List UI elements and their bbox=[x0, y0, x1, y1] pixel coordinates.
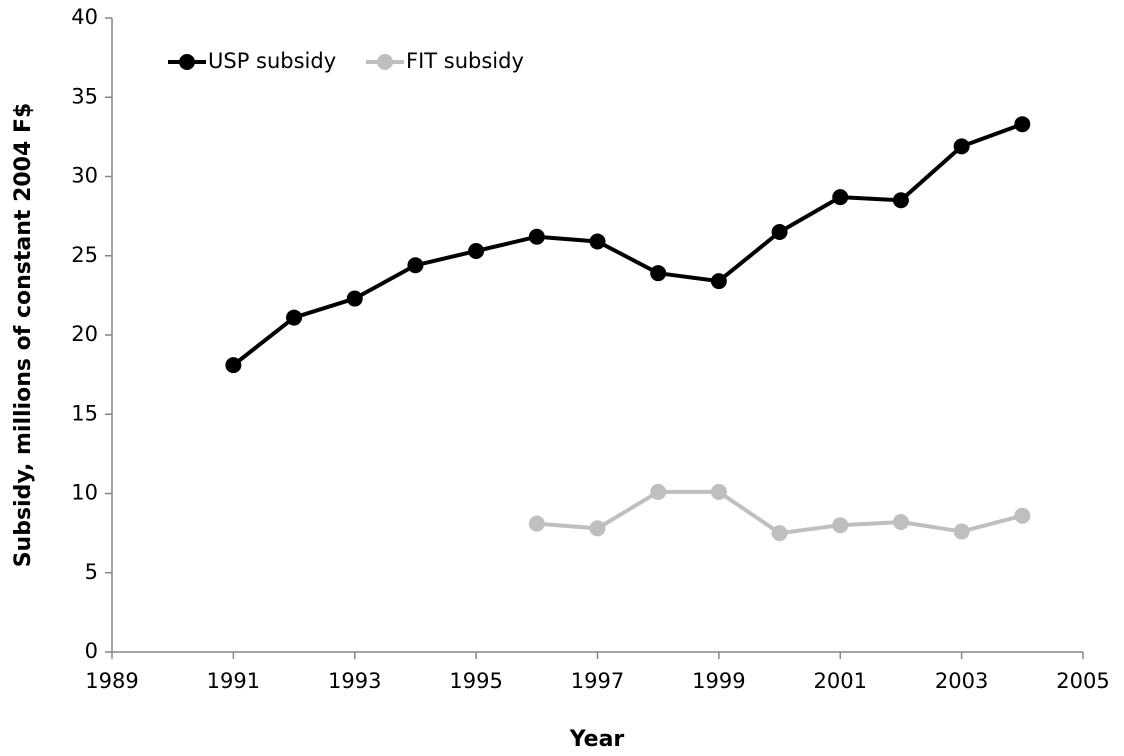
point bbox=[1014, 116, 1031, 133]
point bbox=[468, 242, 485, 259]
point bbox=[650, 265, 667, 282]
y-tick-label: 0 bbox=[85, 639, 98, 663]
point bbox=[892, 514, 909, 531]
point bbox=[832, 189, 849, 206]
x-tick-label: 2005 bbox=[1056, 669, 1109, 693]
y-tick-label: 10 bbox=[71, 481, 98, 505]
y-tick-label: 35 bbox=[71, 84, 98, 108]
y-tick-label: 5 bbox=[85, 560, 98, 584]
point bbox=[771, 525, 788, 542]
y-tick-label: 25 bbox=[71, 243, 98, 267]
x-tick-label: 1995 bbox=[449, 669, 502, 693]
x-axis-title: Year bbox=[569, 727, 625, 752]
x-tick-label: 1989 bbox=[85, 669, 138, 693]
series-line bbox=[232, 122, 1023, 367]
point bbox=[650, 483, 667, 500]
x-tick-label: 1997 bbox=[571, 669, 624, 693]
point bbox=[225, 357, 242, 374]
point bbox=[1014, 507, 1031, 524]
point bbox=[710, 273, 727, 290]
point bbox=[832, 517, 849, 534]
point bbox=[892, 192, 909, 209]
point bbox=[953, 523, 970, 540]
point bbox=[407, 257, 424, 274]
point bbox=[346, 290, 363, 307]
legend-marker bbox=[179, 54, 195, 70]
y-axis-title: Subsidy, millions of constant 2004 F$ bbox=[11, 103, 36, 568]
point bbox=[528, 515, 545, 532]
y-tick-label: 15 bbox=[71, 401, 98, 425]
point bbox=[589, 520, 606, 537]
point bbox=[771, 223, 788, 240]
x-tick-label: 2003 bbox=[935, 669, 988, 693]
point bbox=[589, 233, 606, 250]
legend-marker bbox=[377, 54, 393, 70]
x-tick-label: 2001 bbox=[814, 669, 867, 693]
x-tick-label: 1991 bbox=[207, 669, 260, 693]
y-tick-label: 30 bbox=[71, 164, 98, 188]
point bbox=[710, 483, 727, 500]
y-tick-label: 20 bbox=[71, 322, 98, 346]
point bbox=[953, 138, 970, 155]
x-tick-label: 1993 bbox=[328, 669, 381, 693]
legend-label: FIT subsidy bbox=[406, 49, 524, 73]
y-tick-label: 40 bbox=[71, 5, 98, 29]
point bbox=[286, 309, 303, 326]
x-tick-label: 1999 bbox=[692, 669, 745, 693]
legend-label: USP subsidy bbox=[208, 49, 336, 73]
point bbox=[528, 228, 545, 245]
